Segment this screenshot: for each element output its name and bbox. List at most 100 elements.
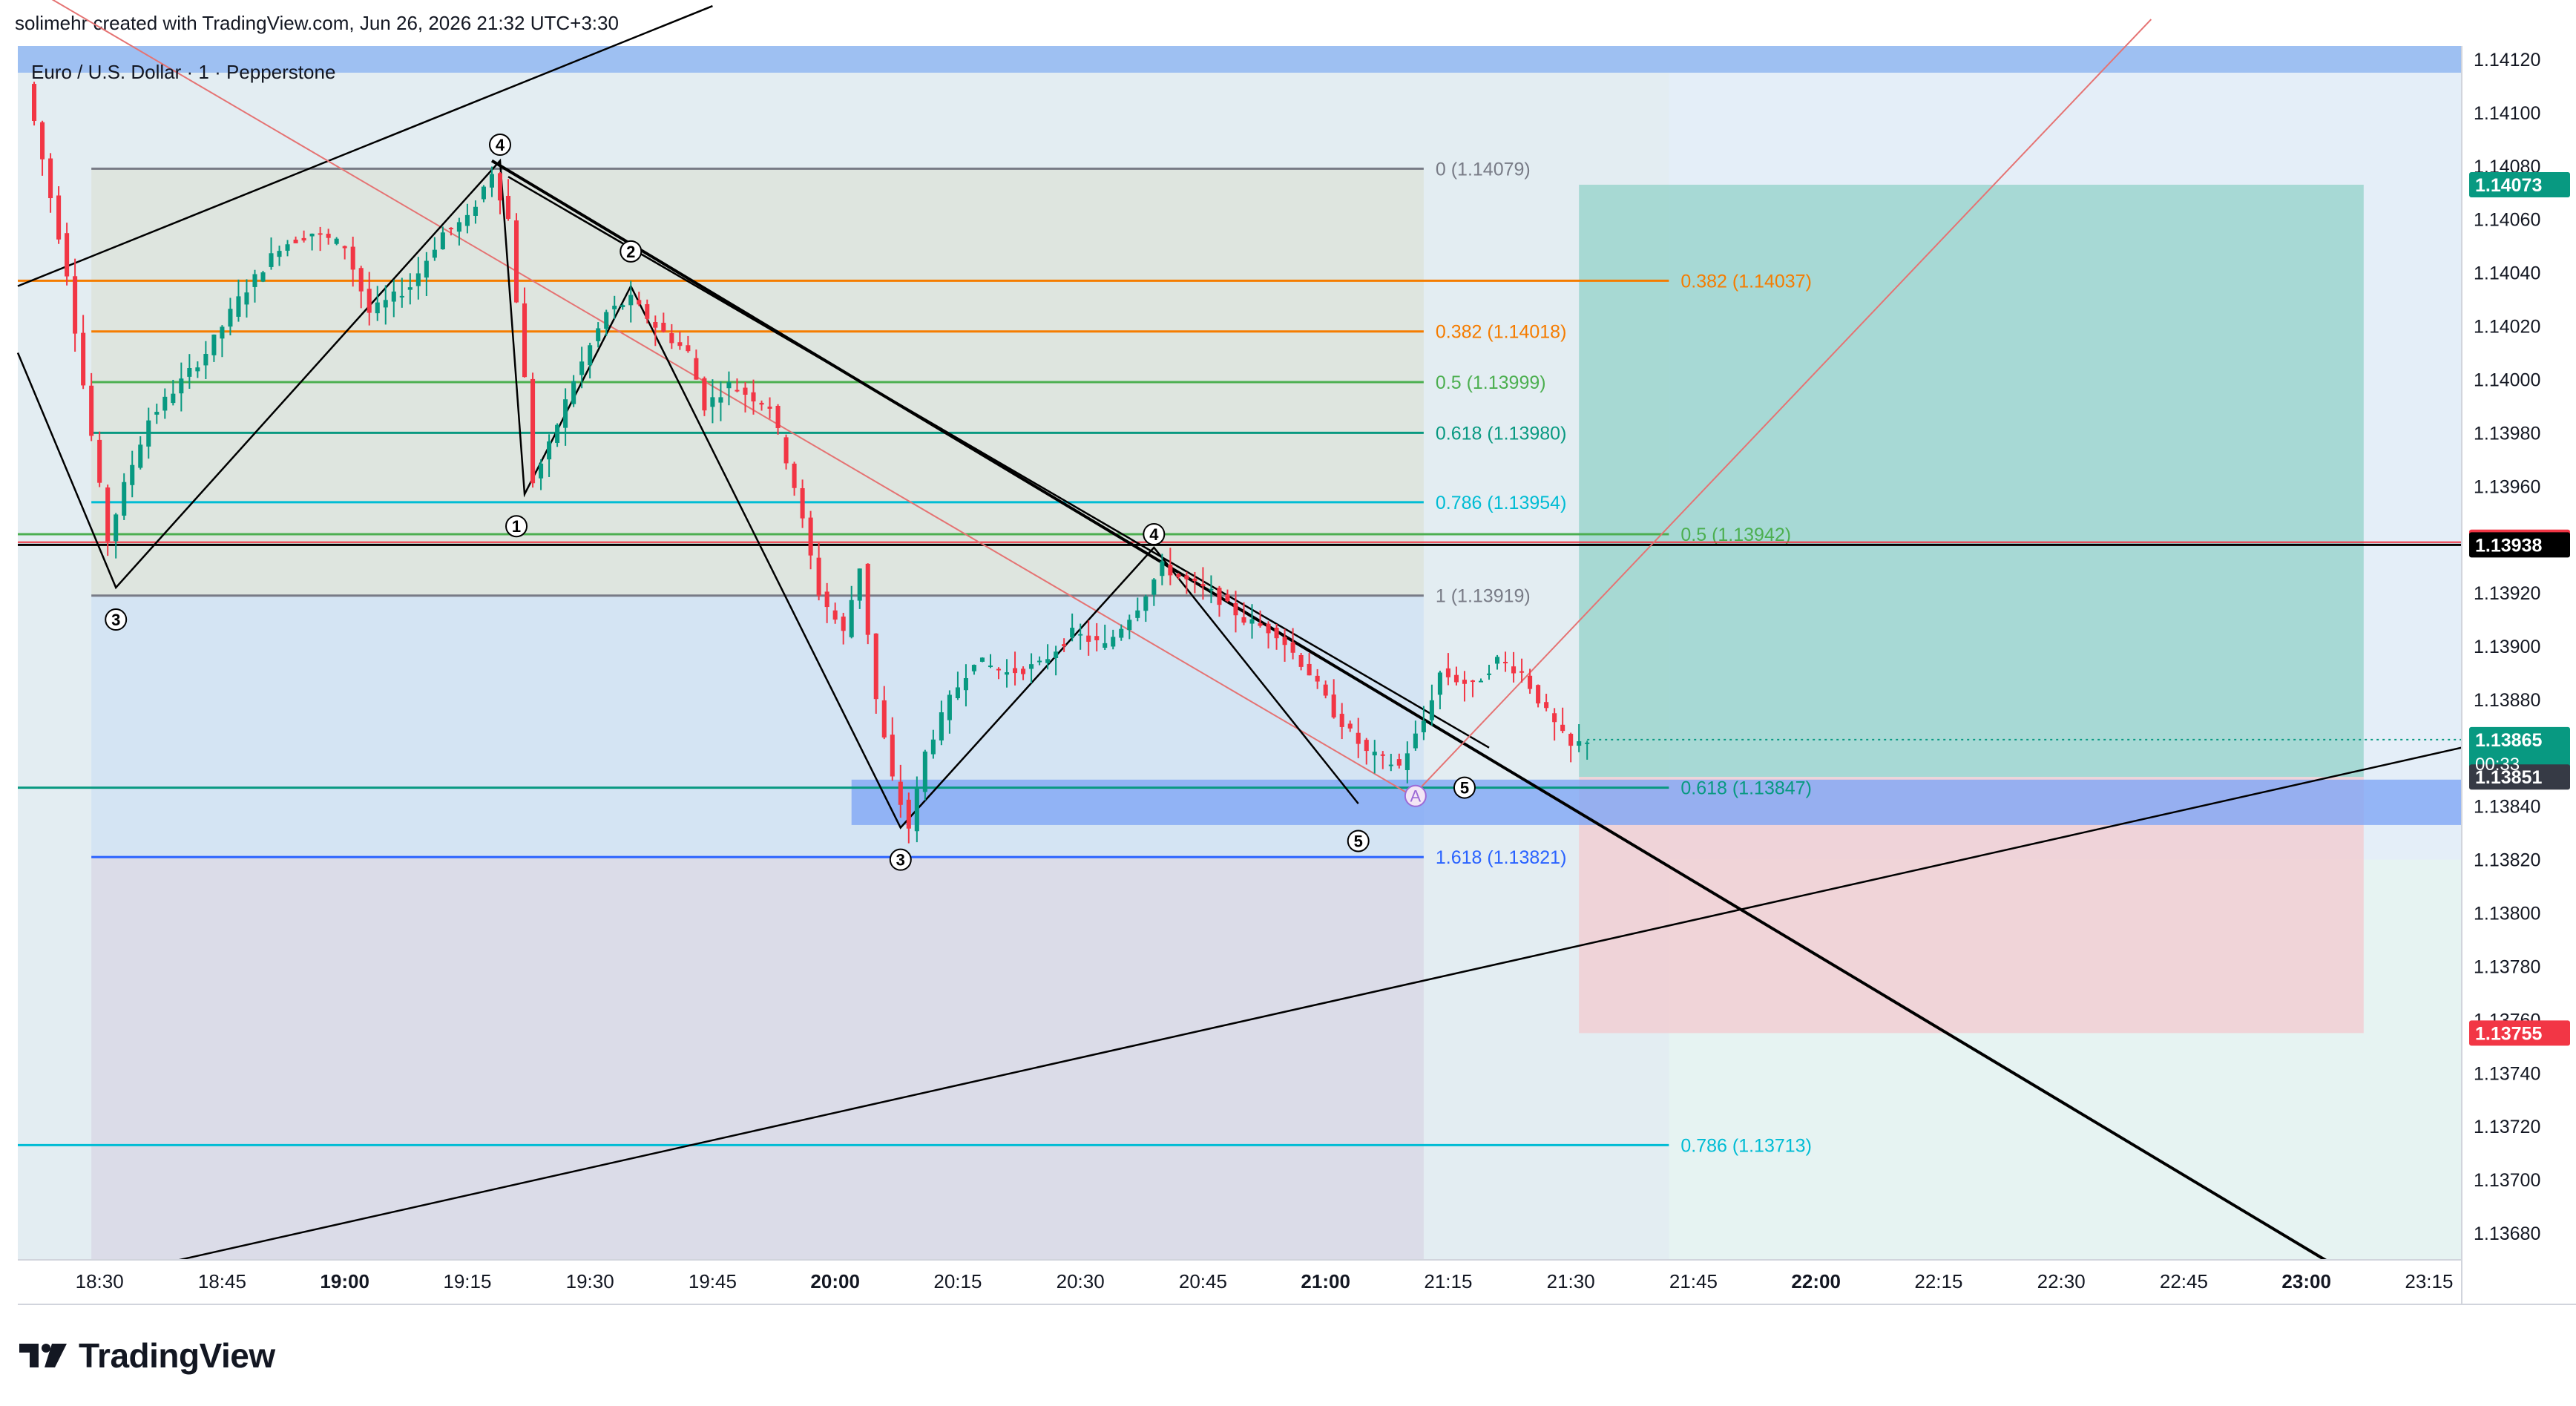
candle-body — [694, 358, 699, 380]
wave-label-0: 4 — [496, 136, 505, 154]
candle-body — [244, 292, 249, 305]
candle-body — [1103, 643, 1108, 648]
x-tick-label-6: 20:00 — [810, 1270, 860, 1292]
red-projection-line — [1415, 19, 2152, 794]
inner-downtrend-line — [507, 176, 1490, 749]
candle-body — [187, 367, 192, 377]
y-tick-label-11: 1.13900 — [2474, 637, 2540, 657]
fib-left-label-3: 0.618 (1.13980) — [1436, 423, 1567, 444]
candle-body — [988, 666, 993, 668]
fib-left-label-5: 1 (1.13919) — [1436, 586, 1531, 607]
candle-body — [1568, 734, 1574, 746]
tradingview-logo[interactable]: TradingView — [18, 1336, 275, 1376]
y-tick-label-17: 1.13780 — [2474, 956, 2540, 977]
candle-body — [1388, 764, 1393, 766]
candle-body — [448, 228, 453, 230]
candle-body — [1323, 684, 1328, 696]
price-label-2: 1.13938 — [2475, 535, 2542, 556]
x-tick-label-9: 20:45 — [1179, 1270, 1227, 1292]
candle-body — [1143, 596, 1149, 611]
candle-body — [220, 326, 225, 339]
candle-body — [1094, 636, 1100, 640]
candle-body — [1356, 732, 1361, 744]
x-tick-label-19: 23:15 — [2405, 1270, 2453, 1292]
y-tick-label-16: 1.13800 — [2474, 904, 2540, 924]
candle-body — [513, 220, 519, 303]
candle-body — [751, 392, 756, 402]
candle-body — [979, 657, 985, 662]
candle-body — [326, 234, 331, 238]
candle-body — [179, 378, 184, 394]
price-label-3: 1.13865 — [2475, 730, 2542, 751]
candle-body — [906, 799, 911, 829]
fib-left-label-6: 1.618 (1.13821) — [1436, 847, 1567, 868]
time-axis[interactable] — [18, 1260, 2462, 1304]
price-label-5: 1.13755 — [2475, 1023, 2542, 1044]
y-tick-label-3: 1.14060 — [2474, 210, 2540, 231]
candle-body — [620, 305, 625, 307]
y-tick-label-5: 1.14020 — [2474, 317, 2540, 338]
candle-body — [350, 246, 355, 270]
candle-body — [489, 174, 494, 188]
candle-body — [841, 617, 846, 631]
candle-body — [1494, 657, 1500, 664]
candle-body — [203, 354, 208, 366]
candle-body — [1004, 672, 1010, 675]
candle-body — [1528, 675, 1533, 689]
candle-body — [1225, 594, 1230, 602]
candle-body — [154, 412, 160, 415]
candle-body — [122, 482, 127, 516]
candle-body — [637, 300, 642, 305]
candle-body — [702, 378, 707, 411]
candle-body — [211, 334, 217, 355]
chart-credit: solimehr created with TradingView.com, J… — [15, 12, 619, 34]
candle-body — [162, 396, 168, 411]
candle-body — [669, 333, 674, 344]
candle-body — [1372, 752, 1377, 756]
candle-body — [73, 276, 78, 334]
candle-body — [1315, 675, 1320, 682]
price-axis[interactable] — [2462, 46, 2576, 1260]
candle-body — [1486, 673, 1492, 675]
candle-body — [65, 233, 70, 277]
wave-label-circle-2 — [505, 515, 528, 538]
price-label-bg-0 — [2469, 171, 2570, 197]
candle-body — [383, 300, 388, 308]
candle-body — [743, 387, 748, 395]
candle-body — [415, 273, 421, 286]
candle-body — [277, 251, 282, 257]
candle-body — [955, 687, 960, 699]
candle-body — [914, 786, 919, 832]
fib-left-label-4: 0.786 (1.13954) — [1436, 493, 1567, 513]
candle-body — [1054, 651, 1059, 659]
tradingview-logo-icon — [19, 1344, 67, 1367]
candle-body — [563, 399, 568, 428]
candle-body — [686, 345, 691, 352]
candle-body — [1560, 724, 1565, 732]
candle-body — [1413, 733, 1418, 749]
price-label-bg-5 — [2469, 1020, 2570, 1046]
candle-body — [939, 712, 944, 741]
candle-body — [195, 367, 200, 372]
candle-body — [497, 173, 503, 201]
fib-right-label-3: 0.786 (1.13713) — [1680, 1135, 1812, 1156]
candle-body — [1200, 584, 1206, 587]
candle-body — [759, 402, 764, 405]
candle-body — [1298, 654, 1304, 667]
x-tick-label-15: 22:15 — [1914, 1270, 1962, 1292]
x-tick-label-5: 19:45 — [689, 1270, 737, 1292]
y-tick-label-1: 1.14100 — [2474, 103, 2540, 124]
candle-body — [612, 306, 617, 309]
price-label-bg-2 — [2469, 532, 2570, 558]
candle-body — [596, 328, 601, 341]
candle-body — [1127, 620, 1132, 631]
candle-body — [628, 295, 634, 306]
x-tick-label-14: 22:00 — [1791, 1270, 1841, 1292]
candle-body — [1453, 674, 1459, 683]
candle-body — [579, 361, 585, 375]
wave-label-7: 5 — [1354, 832, 1363, 850]
candle-body — [105, 487, 111, 542]
wave-label-circle-5 — [1143, 522, 1166, 545]
candle-body — [407, 287, 413, 290]
